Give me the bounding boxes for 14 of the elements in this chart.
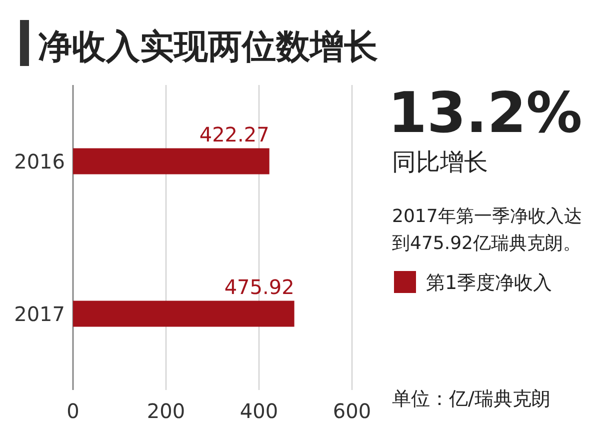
- data-label: 475.92: [224, 274, 294, 299]
- chart-title: 净收入实现两位数增长: [38, 27, 378, 67]
- legend-label: 第1季度净收入: [426, 272, 552, 294]
- y-tick-label: 2016: [14, 149, 65, 174]
- x-tick-label: 200: [146, 399, 186, 423]
- text: 13.2%: [388, 81, 582, 146]
- data-label: 422.27: [199, 122, 270, 146]
- text: 单位：亿/瑞典克朗: [392, 388, 550, 410]
- x-tick-label: 0: [66, 399, 80, 423]
- x-tick-label: 600: [332, 399, 372, 423]
- y-tick-label: 2017: [14, 302, 65, 326]
- x-tick-label: 400: [240, 399, 278, 423]
- text: 同比增长: [392, 148, 488, 176]
- text: 2017年第一季净收入达到475.92亿瑞典克朗。: [392, 206, 582, 254]
